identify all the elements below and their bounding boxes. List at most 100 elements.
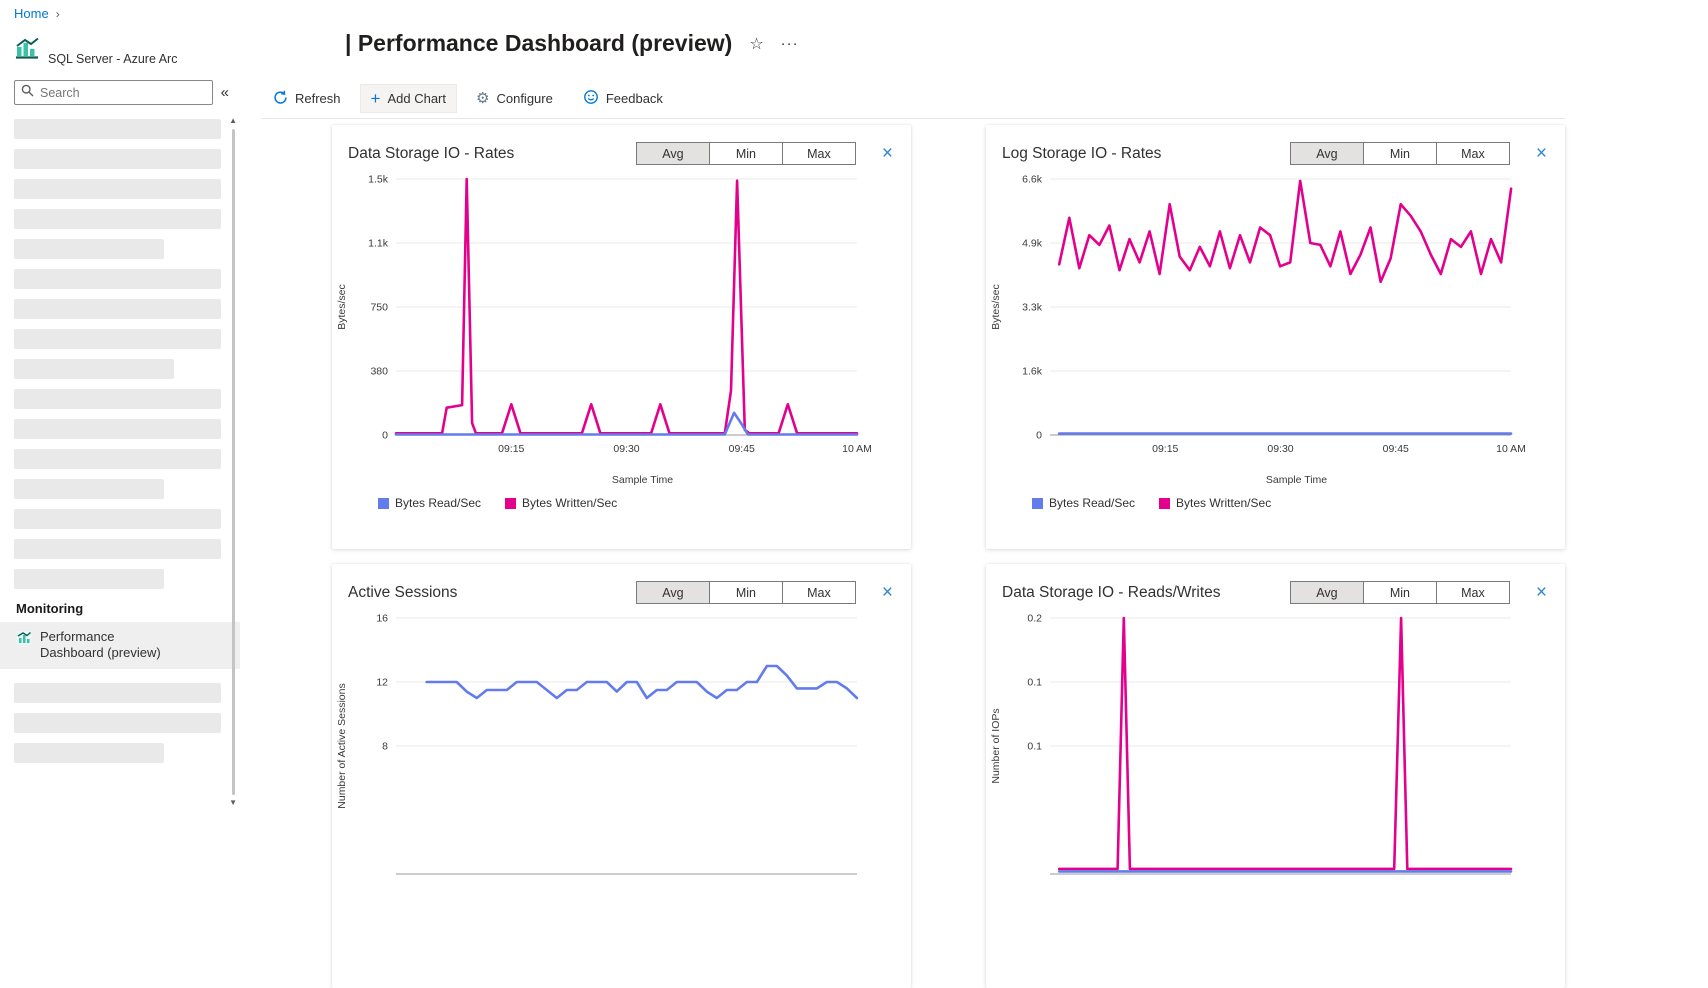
- page-title: | Performance Dashboard (preview): [345, 30, 733, 56]
- toggle-max-button[interactable]: Max: [1435, 142, 1510, 165]
- chart-title: Data Storage IO - Rates: [348, 144, 515, 162]
- legend-swatch: [505, 497, 517, 509]
- chart-legend: Bytes Read/Sec Bytes Written/Sec: [378, 496, 911, 510]
- sidebar-search-row: «: [14, 80, 232, 105]
- skeleton-bar: [14, 479, 164, 499]
- toggle-min-button[interactable]: Min: [1362, 142, 1437, 165]
- search-input[interactable]: [40, 85, 206, 100]
- search-box[interactable]: [14, 80, 213, 105]
- skeleton-bar: [14, 359, 174, 379]
- svg-text:750: 750: [370, 302, 388, 314]
- scrollbar-thumb[interactable]: [231, 129, 235, 795]
- svg-text:4.9k: 4.9k: [1022, 238, 1043, 250]
- svg-text:0: 0: [1036, 430, 1042, 442]
- close-chart-icon[interactable]: ×: [1535, 581, 1547, 603]
- performance-dashboard-icon: [16, 629, 32, 651]
- close-chart-icon[interactable]: ×: [1535, 142, 1547, 164]
- skeleton-bar: [14, 419, 221, 439]
- sidebar-scrollbar[interactable]: ▲ ▼: [229, 116, 237, 808]
- svg-text:09:30: 09:30: [613, 443, 639, 455]
- svg-text:09:45: 09:45: [1383, 443, 1409, 455]
- toggle-max-button[interactable]: Max: [781, 142, 856, 165]
- sidebar-skeleton-list-top: [14, 119, 240, 589]
- chart-card-log-storage-io-rates: Log Storage IO - Rates Avg Min Max × 0 1.6k…: [986, 125, 1565, 549]
- main-content: | Performance Dashboard (preview) ☆ ··· …: [240, 0, 1708, 988]
- svg-text:09:45: 09:45: [729, 443, 755, 455]
- sidebar-item-performance-dashboard[interactable]: Performance Dashboard (preview): [0, 622, 240, 669]
- sql-server-azure-arc-icon: [14, 36, 40, 67]
- chart-title: Data Storage IO - Reads/Writes: [1002, 583, 1221, 601]
- svg-text:09:15: 09:15: [498, 443, 524, 455]
- toggle-min-button[interactable]: Min: [708, 142, 783, 165]
- chart-card-data-storage-io-reads-writes: Data Storage IO - Reads/Writes Avg Min Max…: [986, 564, 1565, 988]
- skeleton-bar: [14, 539, 221, 559]
- refresh-button[interactable]: Refresh: [262, 83, 352, 115]
- skeleton-bar: [14, 269, 221, 289]
- close-chart-icon[interactable]: ×: [881, 142, 893, 164]
- skeleton-bar: [14, 329, 221, 349]
- svg-text:10 AM: 10 AM: [1496, 443, 1526, 455]
- toggle-avg-button[interactable]: Avg: [1289, 581, 1364, 604]
- svg-text:0.2: 0.2: [1027, 613, 1042, 625]
- agg-toggle-group: Avg Min Max: [635, 581, 856, 604]
- toggle-max-button[interactable]: Max: [781, 581, 856, 604]
- configure-button[interactable]: ⚙ Configure: [465, 84, 564, 113]
- svg-text:09:15: 09:15: [1152, 443, 1178, 455]
- toggle-min-button[interactable]: Min: [1362, 581, 1437, 604]
- skeleton-bar: [14, 682, 221, 703]
- agg-toggle-group: Avg Min Max: [1289, 142, 1510, 165]
- toolbar: Refresh + Add Chart ⚙ Configure Feedback: [262, 82, 674, 115]
- sidebar: SQL Server - Azure Arc « Monitoring: [0, 0, 240, 874]
- skeleton-bar: [14, 209, 221, 229]
- svg-text:16: 16: [376, 613, 388, 625]
- dashboard-grid: Data Storage IO - Rates Avg Min Max × 0 380…: [332, 125, 1565, 988]
- toggle-min-button[interactable]: Min: [708, 581, 783, 604]
- chart-title: Active Sessions: [348, 583, 458, 601]
- toggle-avg-button[interactable]: Avg: [1289, 142, 1364, 165]
- x-axis-title: Sample Time: [611, 474, 674, 486]
- skeleton-bar: [14, 119, 221, 139]
- refresh-icon: [273, 90, 288, 108]
- scroll-down-icon[interactable]: ▼: [229, 798, 237, 807]
- sidebar-skeleton-list-bottom: [14, 682, 240, 763]
- breadcrumb: Home ›: [14, 6, 60, 21]
- svg-text:1.5k: 1.5k: [368, 174, 389, 186]
- svg-text:Bytes/sec: Bytes/sec: [336, 284, 348, 330]
- svg-text:Number of Active Sessions: Number of Active Sessions: [336, 683, 348, 808]
- chart-card-data-storage-io-rates: Data Storage IO - Rates Avg Min Max × 0 380…: [332, 125, 911, 549]
- close-chart-icon[interactable]: ×: [881, 581, 893, 603]
- legend-swatch: [1032, 497, 1043, 509]
- feedback-button[interactable]: Feedback: [572, 82, 674, 115]
- svg-text:3.3k: 3.3k: [1022, 302, 1043, 314]
- sidebar-collapse-button[interactable]: «: [218, 84, 232, 101]
- svg-text:0.1: 0.1: [1027, 677, 1042, 689]
- skeleton-bar: [14, 742, 164, 763]
- toggle-max-button[interactable]: Max: [1435, 581, 1510, 604]
- search-icon: [21, 84, 34, 102]
- app-header: SQL Server - Azure Arc: [0, 0, 240, 67]
- legend-swatch: [378, 497, 389, 509]
- plus-icon: +: [370, 88, 381, 108]
- svg-text:8: 8: [382, 741, 388, 753]
- svg-text:Bytes/sec: Bytes/sec: [990, 284, 1002, 330]
- svg-text:0.1: 0.1: [1027, 741, 1042, 753]
- chart-title: Log Storage IO - Rates: [1002, 144, 1162, 162]
- favorite-star-icon[interactable]: ☆: [749, 35, 764, 53]
- skeleton-bar: [14, 179, 221, 199]
- add-chart-button[interactable]: + Add Chart: [359, 84, 458, 113]
- more-options-icon[interactable]: ···: [780, 35, 799, 52]
- skeleton-bar: [14, 509, 221, 529]
- svg-text:10 AM: 10 AM: [842, 443, 872, 455]
- breadcrumb-home-link[interactable]: Home: [14, 6, 49, 21]
- toggle-avg-button[interactable]: Avg: [635, 581, 710, 604]
- legend-item: Bytes Read/Sec: [378, 496, 481, 510]
- toggle-avg-button[interactable]: Avg: [635, 142, 710, 165]
- skeleton-bar: [14, 299, 221, 319]
- legend-item: Bytes Written/Sec: [505, 496, 617, 510]
- svg-text:6.6k: 6.6k: [1022, 174, 1043, 186]
- sidebar-item-label: Performance Dashboard (preview): [40, 629, 161, 661]
- svg-text:Number of IOPs: Number of IOPs: [990, 708, 1002, 783]
- scroll-up-icon[interactable]: ▲: [229, 116, 237, 125]
- svg-text:09:30: 09:30: [1267, 443, 1293, 455]
- breadcrumb-chevron-icon: ›: [55, 6, 60, 21]
